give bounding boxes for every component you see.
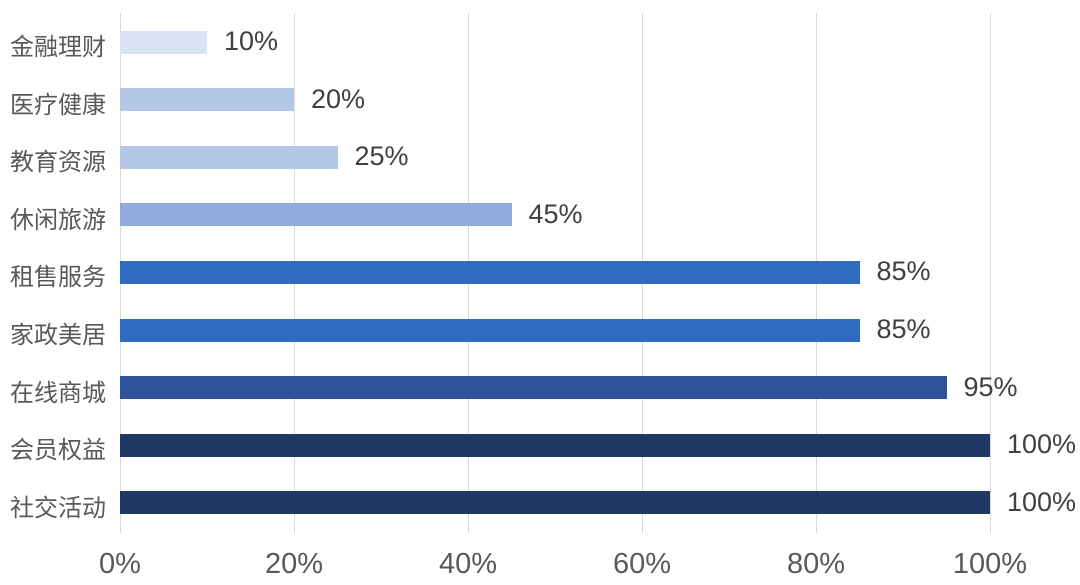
gridline-100% bbox=[990, 13, 991, 533]
value-label-租售服务: 85% bbox=[876, 256, 931, 287]
category-label-金融理财: 金融理财 bbox=[10, 34, 106, 61]
value-label-休闲旅游: 45% bbox=[528, 198, 583, 229]
x-tick-label-0%: 0% bbox=[99, 548, 141, 580]
bar-社交活动 bbox=[120, 491, 990, 515]
x-tick-label-100%: 100% bbox=[952, 548, 1028, 580]
bar-会员权益 bbox=[120, 433, 990, 457]
value-label-社交活动: 100% bbox=[1007, 486, 1077, 517]
value-label-在线商城: 95% bbox=[963, 371, 1018, 402]
category-label-医疗健康: 医疗健康 bbox=[10, 91, 106, 119]
value-label-医疗健康: 20% bbox=[311, 83, 366, 114]
bar-家政美居 bbox=[120, 318, 860, 342]
x-tick-label-80%: 80% bbox=[786, 548, 846, 580]
bar-在线商城 bbox=[120, 376, 947, 400]
category-label-在线商城: 在线商城 bbox=[10, 379, 106, 407]
x-tick-label-60%: 60% bbox=[612, 548, 672, 580]
value-label-会员权益: 100% bbox=[1007, 429, 1077, 460]
value-label-家政美居: 85% bbox=[876, 314, 931, 344]
category-label-租售服务: 租售服务 bbox=[10, 264, 106, 292]
category-label-社交活动: 社交活动 bbox=[10, 494, 106, 522]
bar-休闲旅游 bbox=[120, 203, 512, 227]
bar-医疗健康 bbox=[120, 88, 294, 112]
category-label-教育资源: 教育资源 bbox=[10, 149, 106, 177]
bar-金融理财 bbox=[120, 30, 207, 54]
bar-教育资源 bbox=[120, 145, 338, 169]
bar-租售服务 bbox=[120, 260, 860, 284]
x-tick-label-40%: 40% bbox=[438, 548, 498, 580]
category-label-家政美居: 家政美居 bbox=[10, 322, 106, 349]
category-label-会员权益: 会员权益 bbox=[10, 437, 106, 465]
x-tick-label-20%: 20% bbox=[264, 548, 324, 580]
value-label-教育资源: 25% bbox=[354, 141, 409, 172]
value-label-金融理财: 10% bbox=[224, 26, 279, 56]
category-label-休闲旅游: 休闲旅游 bbox=[10, 206, 106, 234]
